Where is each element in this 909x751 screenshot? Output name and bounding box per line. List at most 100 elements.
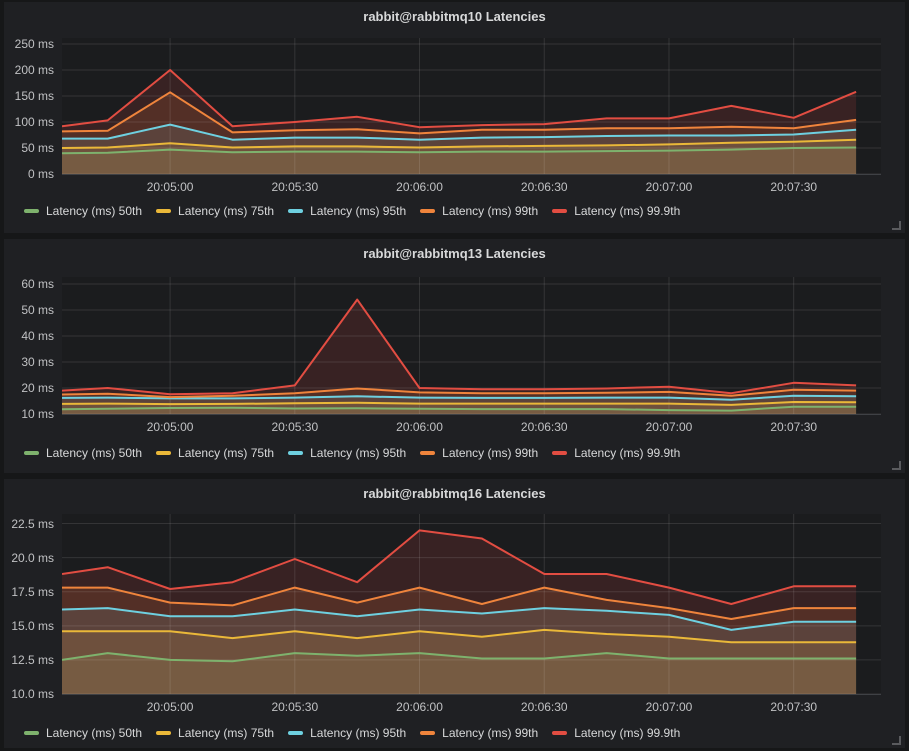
x-tick-label: 20:05:00 bbox=[146, 180, 194, 194]
chart-legend: Latency (ms) 50th Latency (ms) 75th Latenc… bbox=[24, 204, 694, 218]
y-tick-label: 10.0 ms bbox=[11, 687, 54, 701]
y-tick-label: 50 ms bbox=[21, 140, 54, 155]
x-tick-label: 20:06:00 bbox=[396, 180, 443, 194]
series-line bbox=[62, 138, 857, 149]
legend-label: Latency (ms) 99th bbox=[442, 726, 539, 740]
series-area bbox=[62, 92, 857, 174]
panel-resize-handle-icon[interactable] bbox=[892, 736, 901, 745]
x-tick-label: 20:06:30 bbox=[520, 700, 568, 714]
legend-swatch-icon bbox=[156, 209, 172, 213]
panel-resize-handle-icon[interactable] bbox=[892, 461, 901, 470]
y-tick-label: 60 ms bbox=[21, 277, 54, 292]
latency-chart[interactable] bbox=[62, 514, 881, 695]
x-tick-label: 20:05:00 bbox=[146, 420, 194, 434]
panel-rabbitmq13-latencies: rabbit@rabbitmq13 Latencies 10 ms 20 ms 30… bbox=[4, 239, 905, 473]
legend-item[interactable]: Latency (ms) 75th bbox=[156, 204, 274, 218]
y-tick-label: 0 ms bbox=[27, 167, 54, 181]
y-tick-label: 15.0 ms bbox=[11, 618, 54, 633]
y-tick-label: 250 ms bbox=[14, 36, 54, 51]
legend-item[interactable]: Latency (ms) 75th bbox=[156, 446, 274, 460]
legend-label: Latency (ms) 99th bbox=[442, 446, 539, 460]
legend-item[interactable]: Latency (ms) 99.9th bbox=[552, 726, 680, 740]
y-tick-label: 10 ms bbox=[21, 407, 54, 421]
series-line bbox=[62, 607, 857, 631]
series-line bbox=[62, 123, 857, 141]
panel-title[interactable]: rabbit@rabbitmq10 Latencies bbox=[363, 9, 546, 24]
legend-swatch-icon bbox=[156, 451, 172, 455]
legend-item[interactable]: Latency (ms) 50th bbox=[24, 726, 142, 740]
x-tick-label: 20:06:00 bbox=[396, 700, 443, 714]
x-tick-label: 20:07:30 bbox=[770, 420, 818, 434]
x-tick-label: 20:05:30 bbox=[271, 420, 319, 434]
legend-label: Latency (ms) 95th bbox=[310, 204, 407, 218]
series-line bbox=[62, 586, 857, 620]
legend-item[interactable]: Latency (ms) 95th bbox=[288, 446, 406, 460]
x-tick-label: 20:07:30 bbox=[770, 180, 818, 194]
panel-resize-handle-icon[interactable] bbox=[892, 221, 901, 230]
legend-item[interactable]: Latency (ms) 95th bbox=[288, 726, 406, 740]
y-tick-label: 20 ms bbox=[21, 381, 54, 395]
series-area bbox=[62, 124, 857, 174]
x-tick-label: 20:05:30 bbox=[271, 180, 319, 194]
x-tick-label: 20:06:00 bbox=[396, 420, 443, 434]
series-line bbox=[62, 387, 857, 399]
series-line bbox=[62, 529, 857, 605]
x-tick-label: 20:06:30 bbox=[520, 420, 568, 434]
legend-item[interactable]: Latency (ms) 95th bbox=[288, 204, 406, 218]
legend-swatch-icon bbox=[420, 731, 436, 735]
series-area bbox=[62, 608, 857, 694]
y-tick-label: 150 ms bbox=[14, 88, 54, 103]
legend-swatch-icon bbox=[24, 731, 39, 735]
legend-item[interactable]: Latency (ms) 99.9th bbox=[552, 204, 680, 218]
x-tick-label: 20:07:00 bbox=[645, 420, 693, 434]
y-tick-label: 17.5 ms bbox=[11, 584, 54, 599]
y-tick-label: 100 ms bbox=[14, 114, 54, 129]
x-tick-label: 20:07:00 bbox=[645, 180, 693, 194]
legend-item[interactable]: Latency (ms) 50th bbox=[24, 204, 142, 218]
legend-item[interactable]: Latency (ms) 99th bbox=[420, 726, 538, 740]
legend-item[interactable]: Latency (ms) 50th bbox=[24, 446, 142, 460]
legend-item[interactable]: Latency (ms) 99th bbox=[420, 204, 538, 218]
legend-swatch-icon bbox=[288, 451, 304, 455]
legend-swatch-icon bbox=[420, 209, 436, 213]
x-tick-label: 20:06:30 bbox=[520, 180, 568, 194]
series-line bbox=[62, 69, 857, 129]
legend-label: Latency (ms) 99.9th bbox=[574, 204, 681, 218]
legend-item[interactable]: Latency (ms) 99.9th bbox=[552, 446, 680, 460]
x-tick-label: 20:07:00 bbox=[645, 700, 693, 714]
series-line bbox=[62, 401, 857, 406]
chart-legend: Latency (ms) 50th Latency (ms) 75th Latenc… bbox=[24, 726, 694, 740]
chart-legend: Latency (ms) 50th Latency (ms) 75th Latenc… bbox=[24, 446, 694, 460]
legend-label: Latency (ms) 99.9th bbox=[574, 446, 681, 460]
y-tick-label: 50 ms bbox=[21, 303, 54, 317]
legend-label: Latency (ms) 50th bbox=[46, 204, 143, 218]
series-line bbox=[62, 405, 857, 412]
series-area bbox=[62, 653, 857, 694]
legend-item[interactable]: Latency (ms) 99th bbox=[420, 446, 538, 460]
y-tick-label: 12.5 ms bbox=[11, 652, 54, 667]
series-line bbox=[62, 91, 857, 135]
legend-label: Latency (ms) 50th bbox=[46, 726, 143, 740]
legend-swatch-icon bbox=[552, 209, 568, 213]
legend-label: Latency (ms) 50th bbox=[46, 446, 143, 460]
panel-rabbitmq10-latencies: rabbit@rabbitmq10 Latencies 0 ms 50 ms 100… bbox=[4, 2, 905, 233]
panel-title[interactable]: rabbit@rabbitmq16 Latencies bbox=[363, 486, 546, 501]
latency-chart[interactable] bbox=[62, 277, 881, 415]
series-line bbox=[62, 146, 857, 155]
legend-swatch-icon bbox=[288, 731, 304, 735]
series-area bbox=[62, 147, 857, 174]
latency-chart[interactable] bbox=[62, 38, 881, 175]
panel-title[interactable]: rabbit@rabbitmq13 Latencies bbox=[363, 246, 546, 261]
y-tick-label: 20.0 ms bbox=[11, 550, 54, 565]
series-line bbox=[62, 394, 857, 401]
legend-label: Latency (ms) 99.9th bbox=[574, 726, 681, 740]
legend-swatch-icon bbox=[552, 451, 568, 455]
legend-label: Latency (ms) 95th bbox=[310, 446, 407, 460]
legend-swatch-icon bbox=[420, 451, 436, 455]
series-line bbox=[62, 628, 857, 644]
x-tick-label: 20:05:00 bbox=[146, 700, 194, 714]
legend-label: Latency (ms) 75th bbox=[178, 726, 275, 740]
legend-item[interactable]: Latency (ms) 75th bbox=[156, 726, 274, 740]
y-tick-label: 22.5 ms bbox=[11, 516, 54, 531]
